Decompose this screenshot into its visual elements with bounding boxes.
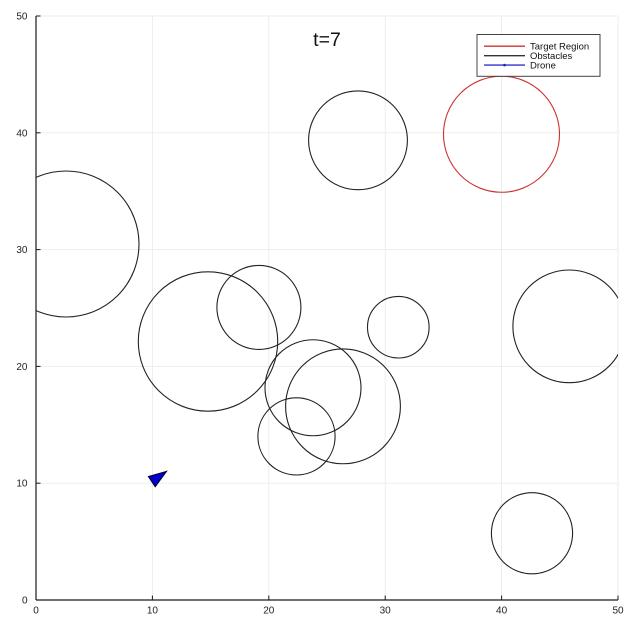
svg-text:0: 0 [33,606,39,617]
svg-text:30: 30 [16,245,28,256]
svg-text:Obstacles: Obstacles [530,51,572,62]
svg-text:0: 0 [22,596,28,607]
svg-text:50: 50 [16,12,28,23]
svg-text:20: 20 [263,606,275,617]
svg-text:40: 40 [16,128,28,139]
svg-text:10: 10 [147,606,159,617]
svg-text:30: 30 [380,606,392,617]
svg-text:t=7: t=7 [313,29,341,51]
svg-text:20: 20 [16,362,28,373]
svg-text:10: 10 [16,479,28,490]
svg-text:Target Region: Target Region [530,41,589,52]
svg-text:Drone: Drone [530,60,556,71]
svg-text:50: 50 [612,606,624,617]
svg-text:40: 40 [496,606,508,617]
